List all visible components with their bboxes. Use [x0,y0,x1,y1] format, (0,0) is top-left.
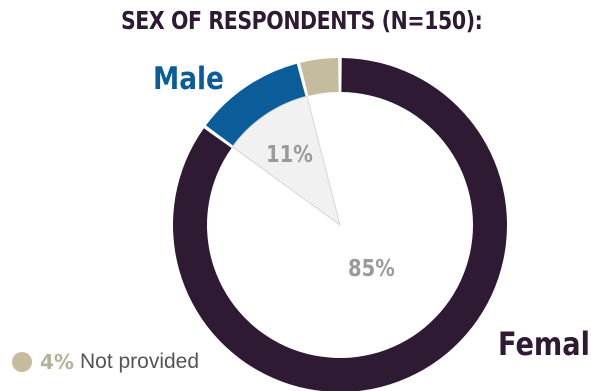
legend-value-not-provided: 4% [40,350,74,374]
legend: 4% Not provided [12,350,199,374]
legend-label-not-provided: Not provided [79,350,200,373]
donut-slices [173,58,507,391]
slice-male [205,63,306,146]
slice-label-male: Male [153,61,224,97]
chart-title: SEX OF RESPONDENTS (N=150): [120,6,483,35]
slice-label-female: Female [498,325,591,363]
data-label-male: 11% [266,142,313,168]
legend-swatch-not-provided [12,352,32,372]
slice-not-provided [300,58,339,96]
data-label-female: 85% [348,256,395,282]
male-highlight-wedge [231,95,341,227]
male-wedge [231,95,341,227]
